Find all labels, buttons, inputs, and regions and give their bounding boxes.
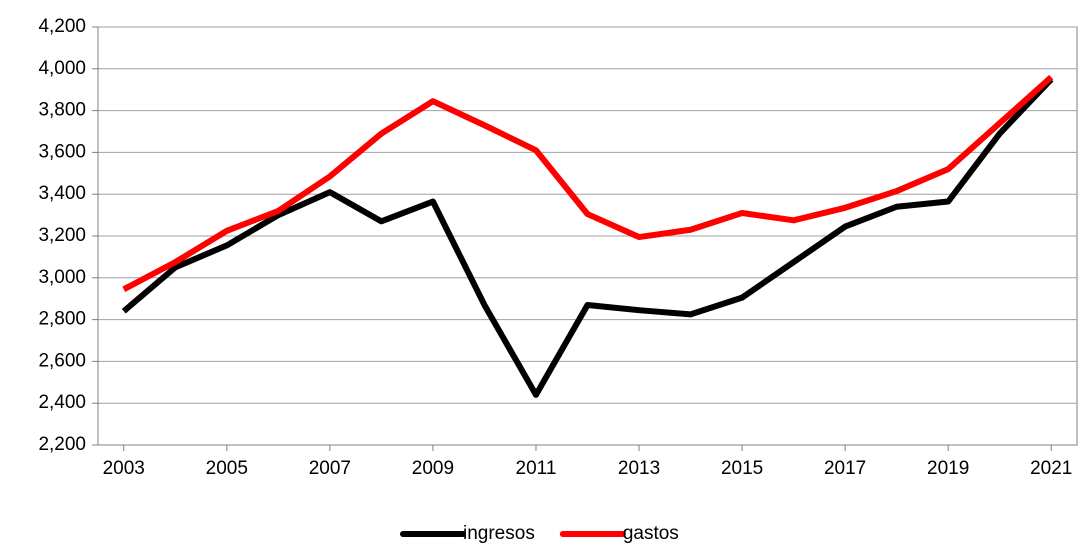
x-tick-label: 2019 [927,458,969,479]
y-tick-label: 2,600 [38,350,86,371]
x-tick-label: 2015 [721,458,763,479]
x-tick-label: 2005 [206,458,248,479]
y-tick-label: 3,800 [38,100,86,121]
y-tick-label: 2,800 [38,309,86,330]
y-tick-label: 3,400 [38,183,86,204]
x-tick-label: 2013 [618,458,660,479]
legend-label: ingresos [463,523,535,544]
line-series [122,74,1054,292]
x-tick-label: 2003 [103,458,145,479]
legend-label: gastos [623,523,679,544]
x-tick-label: 2007 [309,458,351,479]
y-tick-label: 3,000 [38,267,86,288]
x-tick-label: 2021 [1030,458,1072,479]
y-tick-label: 2,200 [38,434,86,455]
line-series [121,77,1054,398]
y-tick-label: 2,400 [38,392,86,413]
y-tick-label: 4,000 [38,58,86,79]
x-tick-label: 2009 [412,458,454,479]
x-tick-label: 2017 [824,458,866,479]
x-tick-label: 2011 [516,458,557,479]
y-tick-label: 4,200 [38,16,86,37]
y-tick-label: 3,600 [38,141,86,162]
y-tick-label: 3,200 [38,225,86,246]
